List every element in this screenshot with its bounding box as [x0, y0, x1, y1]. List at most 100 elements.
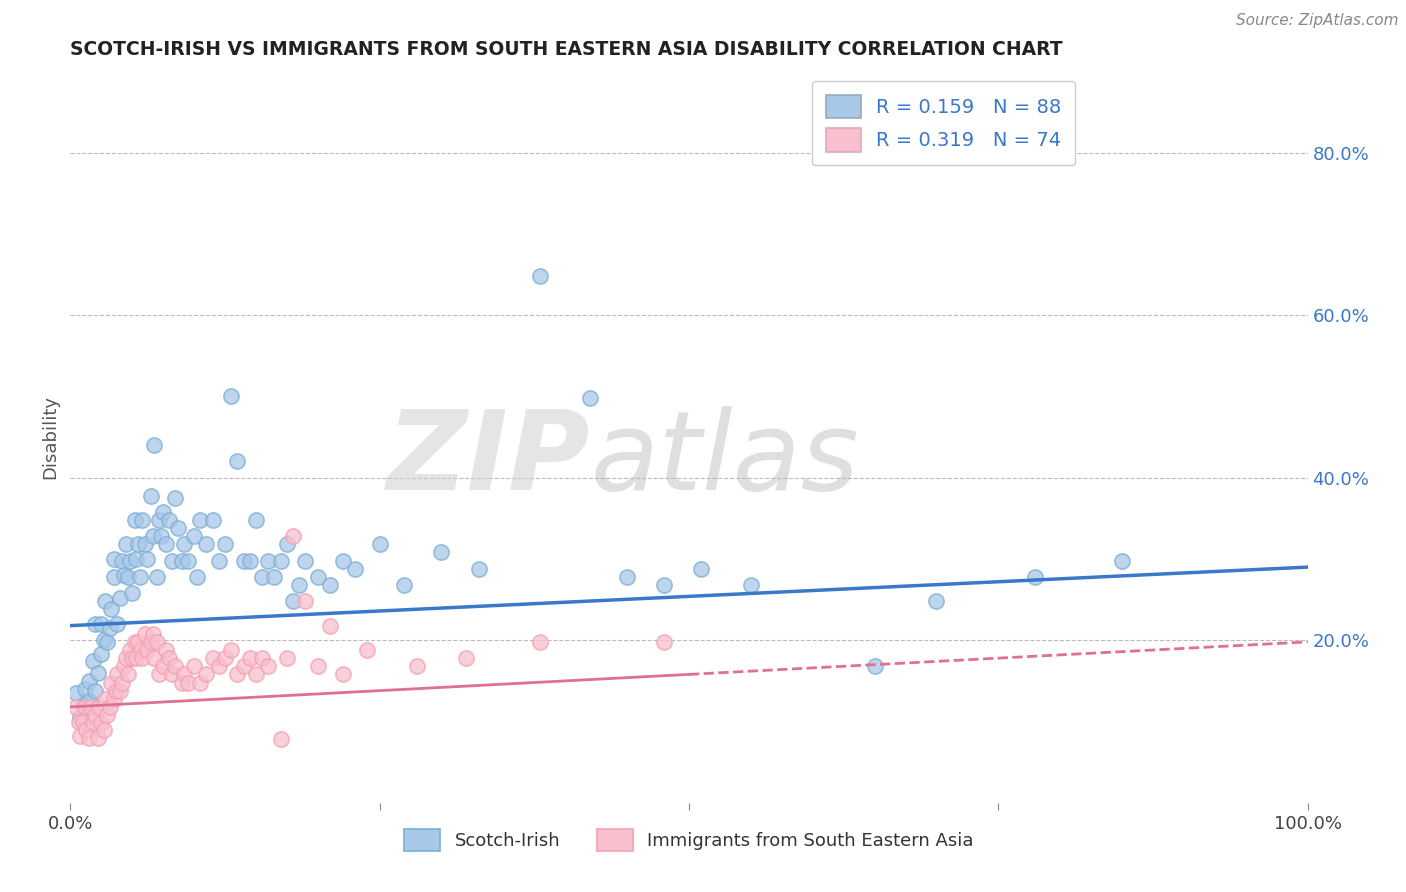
Point	[72, 698, 94, 713]
Text: ZIP: ZIP	[387, 406, 591, 513]
Point	[160, 667, 183, 681]
Point	[394, 578, 416, 592]
Point	[188, 675, 211, 690]
Point	[456, 651, 478, 665]
Point	[136, 552, 159, 566]
Point	[177, 675, 200, 690]
Point	[214, 651, 236, 665]
Point	[188, 513, 211, 527]
Point	[195, 537, 218, 551]
Point	[108, 683, 131, 698]
Point	[118, 553, 141, 567]
Point	[90, 716, 112, 731]
Point	[139, 489, 162, 503]
Point	[142, 529, 165, 543]
Point	[77, 731, 100, 745]
Point	[276, 537, 298, 551]
Point	[257, 553, 280, 567]
Point	[148, 667, 170, 681]
Point	[100, 675, 122, 690]
Point	[690, 562, 713, 576]
Point	[65, 686, 87, 700]
Point	[75, 699, 97, 714]
Text: atlas: atlas	[591, 406, 859, 513]
Point	[307, 570, 329, 584]
Point	[117, 570, 139, 584]
Point	[98, 699, 121, 714]
Point	[177, 553, 200, 567]
Point	[155, 537, 177, 551]
Point	[115, 651, 138, 665]
Point	[232, 553, 254, 567]
Point	[219, 389, 242, 403]
Point	[98, 621, 121, 635]
Point	[863, 659, 886, 673]
Point	[94, 594, 117, 608]
Point	[112, 568, 135, 582]
Point	[103, 552, 125, 566]
Point	[529, 269, 551, 284]
Point	[96, 635, 118, 649]
Point	[319, 618, 342, 632]
Point	[128, 570, 150, 584]
Point	[131, 651, 153, 665]
Point	[142, 626, 165, 640]
Point	[160, 553, 183, 567]
Point	[616, 570, 638, 584]
Point	[195, 667, 218, 681]
Point	[80, 699, 103, 714]
Point	[186, 570, 208, 584]
Point	[183, 659, 205, 673]
Point	[84, 708, 107, 723]
Point	[118, 643, 141, 657]
Point	[124, 635, 146, 649]
Point	[134, 626, 156, 640]
Point	[245, 513, 267, 527]
Point	[170, 553, 193, 567]
Point	[82, 714, 104, 729]
Point	[165, 491, 187, 505]
Point	[155, 643, 177, 657]
Point	[75, 699, 97, 714]
Point	[579, 391, 602, 405]
Point	[86, 731, 108, 745]
Point	[529, 635, 551, 649]
Point	[368, 537, 391, 551]
Point	[96, 708, 118, 723]
Point	[173, 537, 195, 551]
Point	[143, 438, 166, 452]
Point	[281, 594, 304, 608]
Point	[232, 659, 254, 673]
Point	[270, 553, 292, 567]
Point	[69, 729, 91, 743]
Point	[129, 643, 152, 657]
Text: Source: ZipAtlas.com: Source: ZipAtlas.com	[1236, 13, 1399, 29]
Point	[93, 633, 115, 648]
Point	[77, 673, 100, 688]
Legend: Scotch-Irish, Immigrants from South Eastern Asia: Scotch-Irish, Immigrants from South East…	[395, 820, 983, 860]
Point	[152, 659, 174, 673]
Point	[149, 529, 172, 543]
Point	[208, 659, 231, 673]
Point	[239, 553, 262, 567]
Point	[93, 723, 115, 737]
Point	[131, 513, 153, 527]
Point	[250, 651, 273, 665]
Point	[1111, 553, 1133, 567]
Point	[117, 667, 139, 681]
Point	[105, 617, 128, 632]
Point	[270, 732, 292, 747]
Point	[165, 659, 187, 673]
Point	[94, 691, 117, 706]
Point	[82, 654, 104, 668]
Point	[170, 675, 193, 690]
Point	[103, 570, 125, 584]
Text: SCOTCH-IRISH VS IMMIGRANTS FROM SOUTH EASTERN ASIA DISABILITY CORRELATION CHART: SCOTCH-IRISH VS IMMIGRANTS FROM SOUTH EA…	[70, 39, 1063, 59]
Point	[652, 635, 675, 649]
Point	[124, 513, 146, 527]
Point	[430, 545, 453, 559]
Point	[201, 513, 224, 527]
Point	[108, 591, 131, 605]
Point	[103, 691, 125, 706]
Point	[72, 714, 94, 729]
